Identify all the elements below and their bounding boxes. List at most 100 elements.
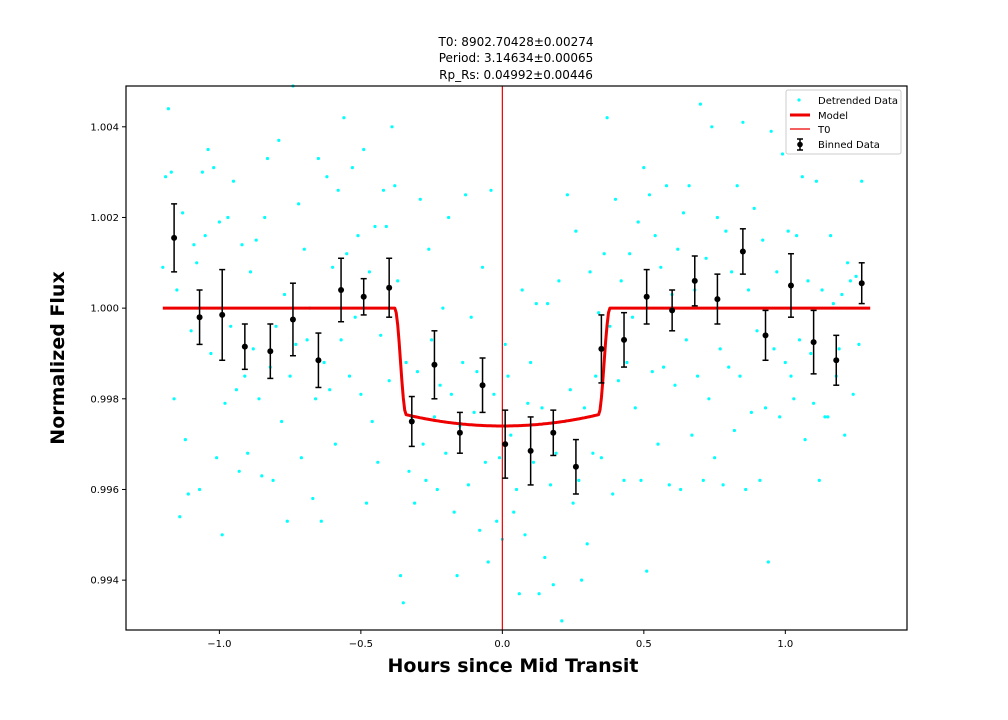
binned-marker [408, 418, 415, 425]
detrended-point [792, 397, 796, 401]
detrended-point [778, 415, 782, 419]
legend-label-model: Model [818, 111, 848, 122]
detrended-point [229, 324, 233, 328]
detrended-point [534, 302, 538, 306]
detrended-point [492, 392, 496, 396]
detrended-point [780, 152, 785, 156]
binned-point [502, 409, 509, 479]
detrended-point [234, 388, 238, 392]
detrended-point [546, 302, 550, 306]
detrended-point [809, 351, 813, 356]
detrended-point [854, 274, 858, 278]
detrended-point [758, 478, 762, 482]
detrended-point [452, 510, 456, 514]
detrended-point [851, 392, 855, 396]
detrended-point [209, 351, 213, 356]
binned-point [810, 309, 817, 375]
detrended-point [509, 433, 513, 437]
detrended-point [390, 125, 394, 129]
detrended-point [642, 166, 646, 170]
detrended-point [727, 365, 731, 369]
detrended-point [763, 406, 768, 410]
binned-marker [621, 336, 628, 343]
detrended-point [622, 478, 626, 482]
binned-point [739, 228, 746, 275]
detrended-point [529, 360, 533, 365]
detrended-point [237, 469, 241, 473]
detrended-point [749, 410, 754, 414]
detrended-point [461, 360, 465, 365]
detrended-point [574, 229, 578, 233]
binned-point [386, 257, 393, 318]
x-tick-label: 0.0 [494, 639, 510, 650]
detrended-point [636, 220, 640, 224]
legend-box [785, 89, 902, 155]
binned-marker [338, 287, 345, 293]
detrended-point [639, 478, 643, 482]
detrended-point [231, 179, 236, 183]
binned-marker [267, 348, 274, 355]
legend-binned-marker [797, 138, 803, 151]
detrended-point [328, 388, 332, 392]
binned-marker [431, 361, 438, 368]
binned-marker [456, 429, 463, 436]
detrended-point [848, 279, 853, 283]
detrended-point [625, 360, 629, 365]
detrended-point [565, 193, 570, 197]
detrended-point [478, 528, 482, 532]
detrended-point [449, 392, 453, 396]
detrended-point [812, 401, 816, 405]
binned-marker [762, 332, 769, 339]
binned-point [431, 330, 438, 400]
detrended-point [608, 324, 612, 328]
binned-point [527, 416, 534, 486]
detrended-point [797, 338, 802, 342]
detrended-point [495, 519, 499, 523]
detrended-point [274, 324, 278, 328]
detrended-point [594, 374, 598, 378]
binned-point [267, 323, 274, 380]
detrended-point [840, 292, 844, 297]
detrended-point [373, 224, 377, 229]
binned-point [315, 332, 322, 389]
x-tick-label: 0.5 [636, 639, 652, 650]
binned-point [171, 203, 178, 273]
detrended-point [277, 138, 281, 142]
binned-marker [643, 293, 650, 300]
detrended-point [520, 288, 524, 292]
detrended-point [359, 392, 363, 396]
binned-point [196, 289, 203, 346]
detrended-point [466, 483, 470, 487]
detrended-point [653, 234, 657, 238]
detrended-point [206, 147, 210, 152]
detrended-point [497, 456, 502, 460]
binned-point [833, 334, 840, 386]
y-tick-label: 0.994 [90, 576, 119, 587]
detrended-point [591, 451, 595, 455]
binned-marker [196, 314, 203, 321]
detrended-point [537, 592, 541, 596]
detrended-point [837, 347, 841, 351]
detrended-point [164, 175, 168, 179]
detrended-point [721, 483, 725, 487]
detrended-point [203, 234, 207, 238]
detrended-point [568, 388, 572, 392]
detrended-point [713, 456, 717, 460]
binned-point [289, 282, 296, 357]
detrended-point [860, 179, 864, 183]
detrended-point [246, 451, 250, 455]
model-series [162, 306, 871, 428]
detrended-point [676, 247, 680, 251]
binned-marker [691, 277, 698, 284]
axes-frame [125, 85, 908, 631]
detrended-point [393, 184, 397, 188]
detrended-point [444, 451, 448, 455]
detrended-point [299, 456, 303, 460]
detrended-point [650, 370, 654, 374]
detrended-point [506, 374, 510, 378]
detrended-point [613, 197, 618, 201]
detrended-point [435, 487, 439, 492]
detrended-point [687, 184, 691, 188]
binned-point [550, 409, 557, 457]
detrended-point [285, 519, 289, 523]
